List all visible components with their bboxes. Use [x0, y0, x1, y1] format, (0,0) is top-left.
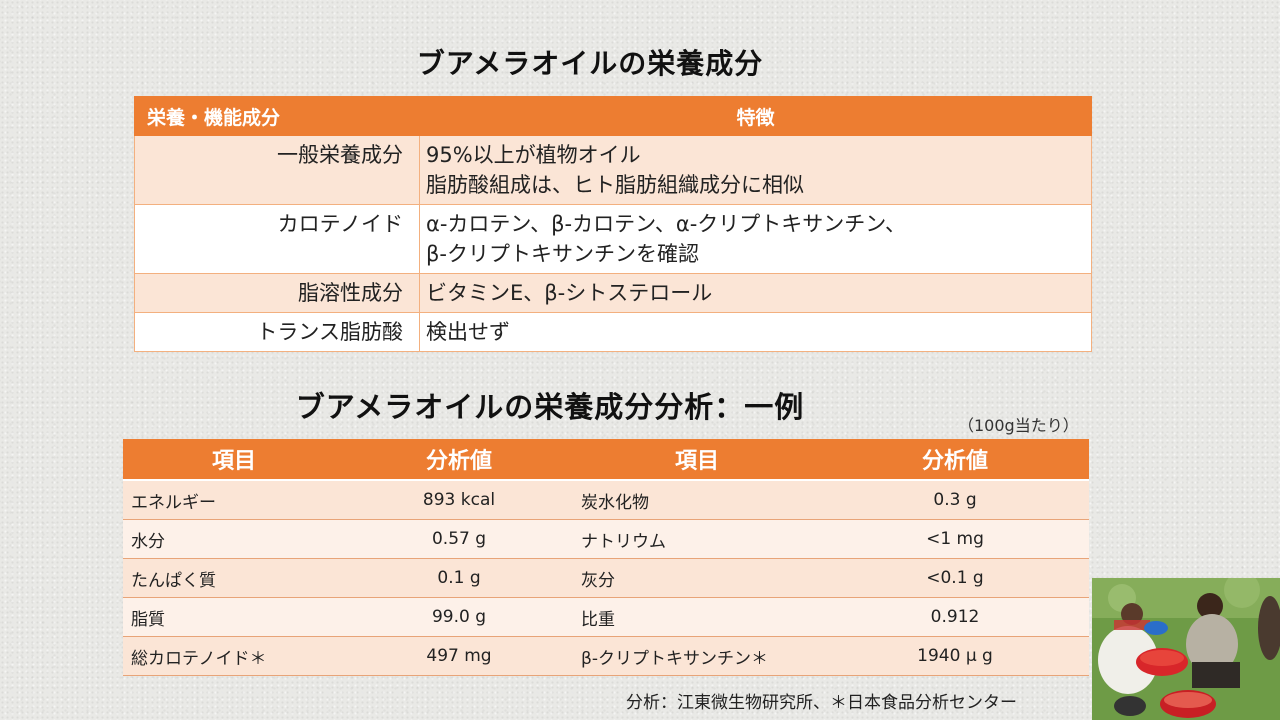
- table-row: 脂質 99.0 g 比重 0.912: [123, 597, 1089, 637]
- item-cell: β‐クリプトキサンチン＊: [573, 636, 821, 676]
- table-row: 一般栄養成分 95%以上が植物オイル 脂肪酸組成は、ヒト脂肪組織成分に相似: [134, 135, 1092, 205]
- table-row: 脂溶性成分 ビタミンE、β‐シトステロール: [134, 273, 1092, 313]
- value-line: ビタミンE、β‐シトステロール: [426, 281, 713, 305]
- value-line: β‐クリプトキサンチンを確認: [426, 242, 699, 266]
- item-cell: 比重: [573, 597, 821, 637]
- item-cell: 炭水化物: [573, 480, 821, 520]
- value-line: 脂肪酸組成は、ヒト脂肪組織成分に相似: [426, 173, 804, 197]
- row-value: 95%以上が植物オイル 脂肪酸組成は、ヒト脂肪組織成分に相似: [419, 135, 1092, 205]
- header-value: 分析値: [821, 439, 1089, 481]
- field-photo: [1092, 578, 1280, 720]
- value-cell: 0.3 g: [821, 480, 1089, 520]
- row-label: カロテノイド: [134, 204, 420, 274]
- row-value: 検出せず: [419, 312, 1092, 352]
- analysis-table: 項目 分析値 項目 分析値 エネルギー 893 kcal 炭水化物 0.3 g …: [123, 439, 1089, 676]
- value-cell: <1 mg: [821, 519, 1089, 559]
- page-title: ブアメラオイルの栄養成分: [416, 47, 764, 80]
- value-cell: <0.1 g: [821, 558, 1089, 598]
- table-row: 水分 0.57 g ナトリウム <1 mg: [123, 519, 1089, 559]
- value-line: 検出せず: [426, 320, 510, 344]
- item-cell: 水分: [123, 519, 345, 559]
- row-label: 脂溶性成分: [134, 273, 420, 313]
- unit-note: （100g当たり）: [958, 416, 1079, 435]
- row-value: α-カロテン、β‐カロテン、α-クリプトキサンチン、 β‐クリプトキサンチンを確…: [419, 204, 1092, 274]
- table-header-row: 栄養・機能成分 特徴: [134, 96, 1092, 136]
- source-note: 分析：江東微生物研究所、＊日本食品分析センター: [626, 693, 1017, 713]
- value-line: α-カロテン、β‐カロテン、α-クリプトキサンチン、: [426, 212, 907, 236]
- header-feature: 特徴: [419, 96, 1092, 136]
- nutrition-features-table: 栄養・機能成分 特徴 一般栄養成分 95%以上が植物オイル 脂肪酸組成は、ヒト脂…: [134, 96, 1092, 352]
- table-row: トランス脂肪酸 検出せず: [134, 312, 1092, 352]
- table-row: たんぱく質 0.1 g 灰分 <0.1 g: [123, 558, 1089, 598]
- header-item: 項目: [573, 439, 821, 481]
- item-cell: 灰分: [573, 558, 821, 598]
- value-cell: 0.57 g: [345, 519, 573, 559]
- item-cell: 総カロテノイド＊: [123, 636, 345, 676]
- analysis-title: ブアメラオイルの栄養成分分析：一例: [295, 390, 805, 424]
- row-label: トランス脂肪酸: [134, 312, 420, 352]
- header-item: 項目: [123, 439, 345, 481]
- table-row: エネルギー 893 kcal 炭水化物 0.3 g: [123, 480, 1089, 520]
- table-header-row: 項目 分析値 項目 分析値: [123, 439, 1089, 481]
- row-label: 一般栄養成分: [134, 135, 420, 205]
- value-cell: 0.912: [821, 597, 1089, 637]
- value-cell: 893 kcal: [345, 480, 573, 520]
- header-component: 栄養・機能成分: [134, 96, 420, 136]
- table-row: 総カロテノイド＊ 497 mg β‐クリプトキサンチン＊ 1940 μ g: [123, 636, 1089, 676]
- item-cell: 脂質: [123, 597, 345, 637]
- value-cell: 99.0 g: [345, 597, 573, 637]
- value-cell: 497 mg: [345, 636, 573, 676]
- item-cell: ナトリウム: [573, 519, 821, 559]
- table-row: カロテノイド α-カロテン、β‐カロテン、α-クリプトキサンチン、 β‐クリプト…: [134, 204, 1092, 274]
- value-cell: 1940 μ g: [821, 636, 1089, 676]
- item-cell: たんぱく質: [123, 558, 345, 598]
- row-value: ビタミンE、β‐シトステロール: [419, 273, 1092, 313]
- value-line: 95%以上が植物オイル: [426, 143, 641, 167]
- value-cell: 0.1 g: [345, 558, 573, 598]
- item-cell: エネルギー: [123, 480, 345, 520]
- header-value: 分析値: [345, 439, 573, 481]
